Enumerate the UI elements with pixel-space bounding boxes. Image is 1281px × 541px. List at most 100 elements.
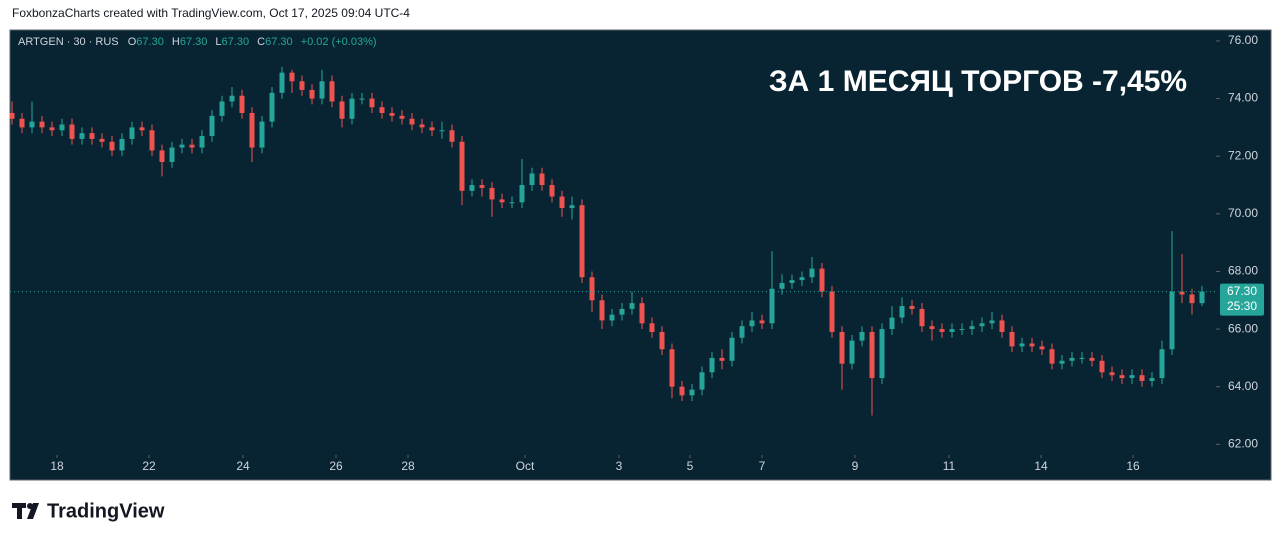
candle-body	[669, 349, 675, 387]
candle-body	[99, 138, 105, 142]
x-tick-label: 9	[852, 459, 859, 473]
candle-body	[489, 187, 495, 200]
candle-body	[289, 72, 295, 82]
legend-l: L	[215, 36, 221, 48]
candle-body	[229, 95, 235, 102]
candle-body	[1019, 343, 1025, 347]
candle-body	[659, 331, 665, 350]
x-tick-label: 14	[1034, 459, 1048, 473]
candle-body	[429, 127, 435, 131]
legend: ARTGEN · 30 · RUS O67.30 H67.30 L67.30 C…	[18, 36, 377, 48]
candle-body	[129, 127, 135, 139]
candle-body	[339, 101, 345, 119]
candle-body	[909, 306, 915, 309]
candle-body	[609, 314, 615, 321]
candle-body	[589, 277, 595, 301]
y-tick-label: 70.00	[1228, 206, 1258, 220]
candle-body	[259, 121, 265, 148]
last-price-label: 67.30	[1227, 284, 1257, 298]
candle-body	[119, 138, 125, 151]
logo-text: TradingView	[47, 500, 165, 522]
candle-body	[729, 337, 735, 361]
candle-body	[1099, 360, 1105, 373]
candle-body	[169, 147, 175, 162]
candle-body	[849, 340, 855, 364]
candle-body	[979, 323, 985, 327]
x-tick-label: 11	[943, 459, 956, 473]
candle-body	[1119, 375, 1125, 379]
candle-body	[209, 115, 215, 137]
candle-body	[79, 133, 85, 139]
candle-body	[629, 303, 635, 309]
x-tick-label: 28	[401, 459, 415, 473]
x-tick-label: 3	[616, 459, 623, 473]
candle-body	[679, 386, 685, 396]
y-tick-label: 62.00	[1228, 437, 1258, 451]
legend-o: O	[128, 36, 137, 48]
candle-body	[1149, 378, 1155, 381]
candle-body	[839, 331, 845, 364]
candle-body	[399, 115, 405, 119]
candle-body	[919, 308, 925, 327]
candle-body	[739, 326, 745, 338]
y-tick-label: 72.00	[1228, 148, 1258, 162]
candle-body	[789, 280, 795, 283]
candle-body	[109, 141, 115, 151]
countdown: 25:30	[1227, 299, 1257, 313]
candle-body	[1069, 357, 1075, 361]
candle-body	[369, 98, 375, 108]
candle-body	[869, 331, 875, 379]
x-tick-label: Oct	[516, 459, 535, 473]
candle-body	[359, 98, 365, 100]
candle-body	[39, 121, 45, 128]
candle-body	[779, 282, 785, 289]
candle-body	[1059, 360, 1065, 364]
candle-body	[89, 133, 95, 139]
legend-h: H	[172, 36, 180, 48]
candle-body	[9, 112, 15, 119]
credit: FoxbonzaCharts created with TradingView.…	[12, 6, 410, 20]
candle-body	[649, 323, 655, 332]
candle-body	[189, 144, 195, 148]
candle-body	[529, 173, 535, 186]
candle-body	[859, 331, 865, 341]
annotation: ЗА 1 МЕСЯЦ ТОРГОВ -7,45%	[769, 65, 1187, 98]
candle-body	[1049, 349, 1055, 364]
candle-body	[389, 112, 395, 116]
candle-body	[899, 306, 905, 318]
candle-body	[149, 130, 155, 151]
candle-body	[1029, 343, 1035, 347]
candle-body	[249, 112, 255, 148]
candle-body	[879, 329, 885, 379]
x-tick-label: 26	[329, 459, 343, 473]
candle-body	[579, 205, 585, 278]
candle-body	[29, 121, 35, 128]
x-tick-label: 16	[1126, 459, 1140, 473]
candle-body	[1139, 375, 1145, 381]
candle-body	[549, 185, 555, 197]
candle-body	[59, 124, 65, 131]
candle-body	[199, 136, 205, 148]
candle-body	[179, 144, 185, 148]
candle-body	[769, 288, 775, 324]
x-tick-label: 22	[142, 459, 156, 473]
candle-body	[299, 81, 305, 90]
candle-body	[409, 118, 415, 125]
candle-body	[1009, 331, 1015, 347]
candle-body	[699, 372, 705, 390]
candle-body	[569, 205, 575, 209]
candle-body	[749, 320, 755, 327]
candle-body	[49, 127, 55, 131]
candle-body	[1199, 291, 1205, 304]
candle-body	[319, 81, 325, 99]
candle-body	[469, 185, 475, 191]
candle-body	[969, 326, 975, 330]
candle-body	[949, 329, 955, 332]
candle-body	[459, 141, 465, 191]
candle-body	[929, 326, 935, 330]
candle-body	[239, 95, 245, 113]
candle-body	[959, 329, 965, 331]
candle-body	[379, 107, 385, 113]
x-tick-label: 24	[236, 459, 250, 473]
